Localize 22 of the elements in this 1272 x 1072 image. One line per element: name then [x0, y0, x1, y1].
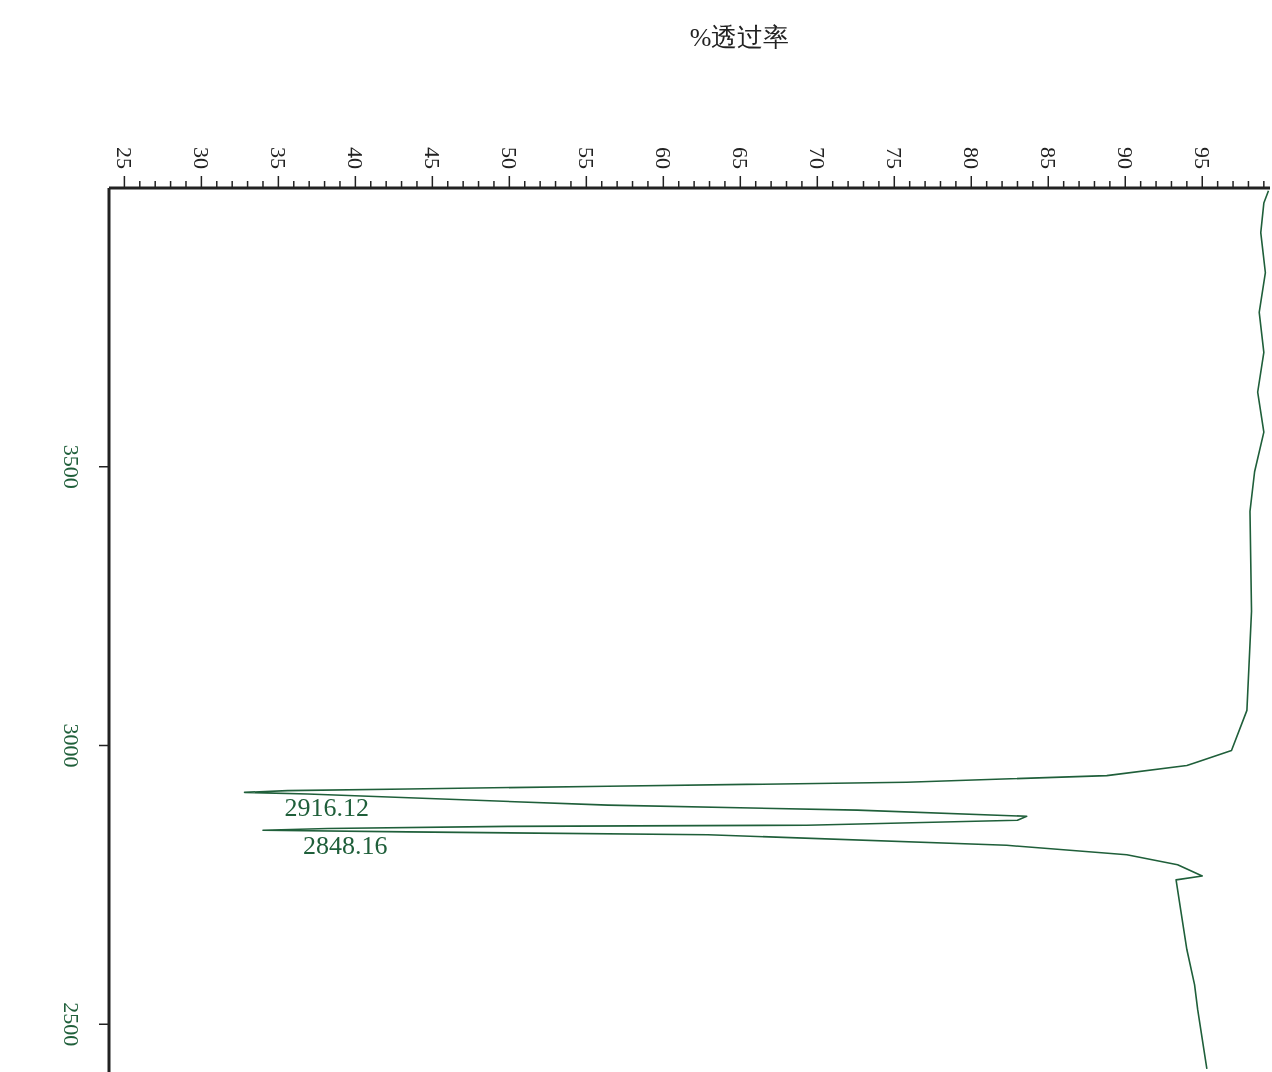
x-tick-label: 75 — [881, 147, 907, 169]
y-tick-label: 2500 — [58, 1002, 84, 1047]
x-tick-label: 85 — [1035, 147, 1061, 169]
x-tick-label: 25 — [111, 147, 137, 169]
x-tick-label: 55 — [573, 147, 599, 169]
x-tick-label: 90 — [1112, 147, 1138, 169]
x-tick-label: 45 — [419, 147, 445, 169]
x-tick-label: 65 — [727, 147, 753, 169]
annotation: 2848.16 — [302, 831, 388, 861]
x-tick-label: 40 — [342, 147, 368, 169]
x-tick-label: 80 — [958, 147, 984, 169]
x-tick-label: 95 — [1189, 147, 1215, 169]
x-tick-label: 60 — [650, 147, 676, 169]
line-series — [243, 189, 1270, 1070]
y-tick-label: 3500 — [58, 444, 84, 489]
x-tick-label: 70 — [804, 147, 830, 169]
annotation: 2916.12 — [284, 793, 369, 823]
x-tick-label: 50 — [496, 147, 522, 169]
x-tick-label: 30 — [188, 147, 214, 169]
x-axis-title: %透过率 — [689, 23, 790, 52]
y-tick-label: 3000 — [58, 723, 84, 768]
x-tick-label: 35 — [265, 147, 291, 169]
